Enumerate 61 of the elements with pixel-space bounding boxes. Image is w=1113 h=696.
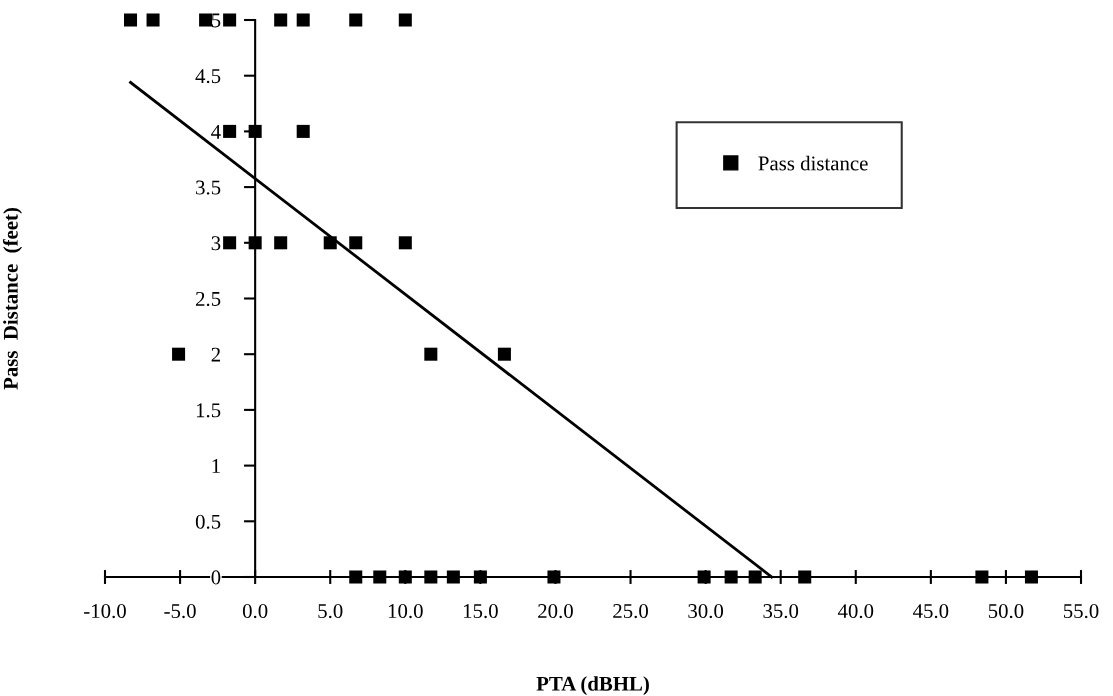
point bbox=[398, 236, 412, 250]
y-axis-title: Pass Distance (feet) bbox=[2, 208, 23, 390]
point bbox=[724, 570, 738, 584]
y-tick-label: 0.5 bbox=[195, 514, 221, 529]
x-tick-label: 20.0 bbox=[538, 603, 573, 619]
point bbox=[199, 13, 213, 27]
x-tick-label: 50.0 bbox=[988, 603, 1024, 619]
x-axis-title: PTA (dBHL) bbox=[536, 676, 649, 696]
point bbox=[349, 13, 363, 27]
point bbox=[124, 13, 138, 27]
point bbox=[697, 570, 711, 584]
x-tick-label: 30.0 bbox=[688, 603, 724, 619]
x-tick-label: 25.0 bbox=[613, 603, 648, 619]
x-tick-label: 45.0 bbox=[913, 603, 949, 619]
y-tick-label: 4 bbox=[211, 124, 221, 139]
y-tick-label: 4.5 bbox=[195, 69, 221, 84]
x-tick-label: 5.0 bbox=[318, 603, 343, 619]
point bbox=[424, 347, 438, 361]
y-tick-label: 1 bbox=[212, 459, 220, 473]
y-tick-label: 2.5 bbox=[196, 291, 221, 307]
point bbox=[497, 347, 511, 361]
point bbox=[1024, 570, 1038, 584]
point bbox=[223, 124, 237, 138]
point bbox=[424, 570, 438, 584]
point bbox=[349, 570, 363, 584]
point bbox=[223, 13, 237, 27]
x-tick-label: 15.0 bbox=[463, 603, 498, 619]
x-tick-label: 55.0 bbox=[1063, 603, 1099, 619]
point bbox=[349, 236, 363, 250]
x-tick-label: 10.0 bbox=[388, 603, 423, 619]
x-tick-label: -10.0 bbox=[84, 603, 126, 619]
x-tick-label: -5.0 bbox=[164, 603, 196, 619]
point bbox=[446, 570, 460, 584]
x-tick-label: 0.0 bbox=[242, 603, 268, 619]
point bbox=[223, 236, 237, 250]
point bbox=[975, 570, 989, 584]
point bbox=[274, 236, 288, 250]
y-tick-label: 3.5 bbox=[196, 180, 221, 195]
point bbox=[248, 124, 262, 138]
point bbox=[398, 570, 412, 584]
y-tick-label: 0 bbox=[211, 570, 221, 585]
point bbox=[296, 124, 310, 138]
point bbox=[547, 570, 561, 584]
y-tick-label: 2 bbox=[211, 347, 220, 362]
point bbox=[274, 13, 288, 27]
y-tick-label: 1.5 bbox=[196, 403, 221, 418]
y-tick-label: 3 bbox=[211, 236, 221, 251]
point bbox=[798, 570, 812, 584]
point bbox=[748, 570, 762, 584]
point bbox=[323, 236, 337, 250]
y-tick-label: 5 bbox=[211, 13, 221, 28]
point bbox=[172, 347, 186, 361]
legend-label: Pass distance bbox=[758, 155, 868, 171]
point bbox=[398, 13, 412, 27]
point bbox=[296, 13, 310, 27]
point bbox=[248, 236, 262, 250]
point bbox=[473, 570, 487, 584]
point bbox=[373, 570, 387, 584]
point bbox=[146, 13, 160, 27]
x-tick-label: 35.0 bbox=[763, 603, 799, 619]
x-tick-label: 40.0 bbox=[837, 603, 874, 619]
